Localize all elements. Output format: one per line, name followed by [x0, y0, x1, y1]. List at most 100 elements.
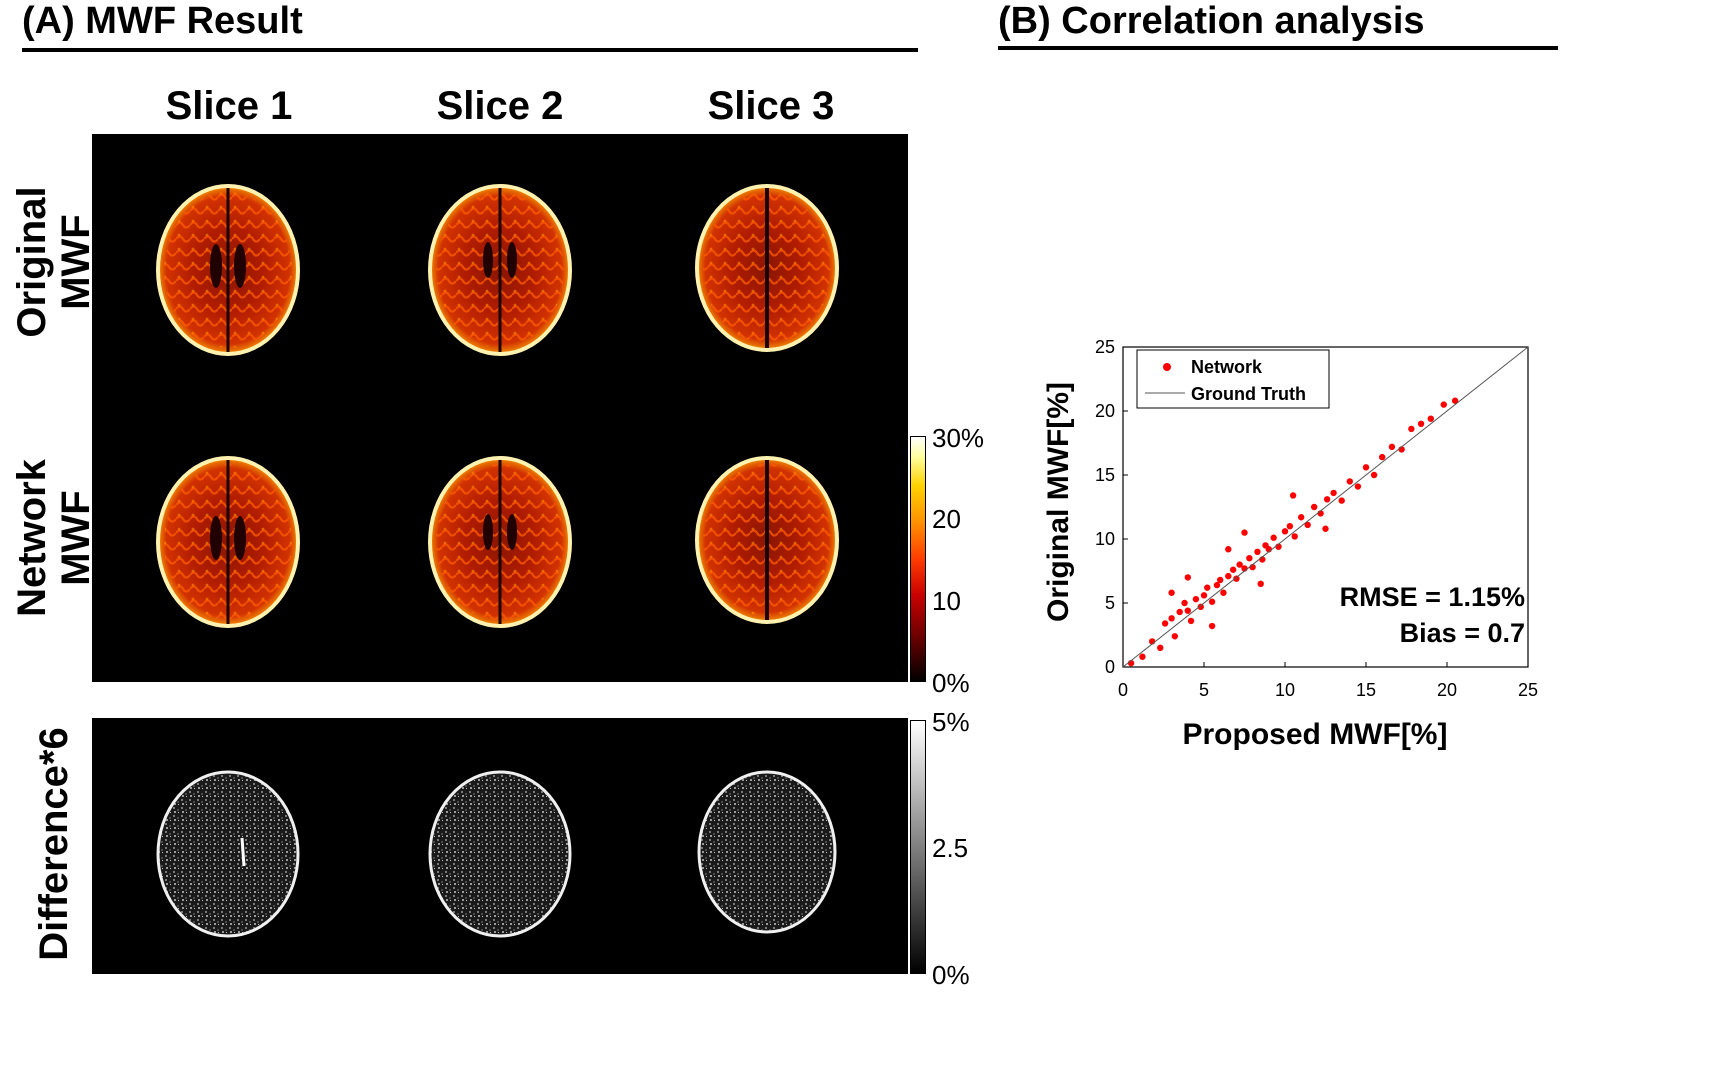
scatter-point	[1289, 492, 1297, 499]
scatter-point	[1354, 483, 1362, 490]
difference-slice-2	[428, 770, 572, 938]
colorbar-mwf-tick-0: 0%	[932, 668, 970, 698]
scatter-point	[1229, 566, 1237, 573]
y-tick-label: 25	[1095, 337, 1115, 357]
scatter-point	[1181, 599, 1188, 607]
scatter-point	[1246, 555, 1253, 562]
scatter-point	[1427, 415, 1434, 422]
colorbar-mwf-tick-10: 10	[932, 586, 961, 616]
scatter-point	[1176, 608, 1183, 616]
scatter-point	[1286, 523, 1294, 530]
scatter-point	[1298, 514, 1305, 521]
scatter-point	[1310, 503, 1318, 511]
scatter-point	[1241, 529, 1248, 536]
colorbar-difference	[910, 720, 926, 974]
legend-ground-truth-label: Ground Truth	[1191, 384, 1306, 404]
scatter-point	[1257, 580, 1264, 587]
annotation-bias: Bias = 0.7	[1400, 618, 1525, 648]
panel-a-title-rule	[22, 48, 918, 52]
scatter-point	[1323, 496, 1331, 503]
legend-network-marker	[1163, 363, 1171, 371]
scatter-point	[1388, 443, 1396, 451]
x-tick-label: 10	[1275, 680, 1295, 700]
difference-slice-3	[697, 770, 837, 934]
scatter-point	[1322, 525, 1329, 532]
scatter-point	[1225, 572, 1232, 580]
brain-network-slice-3	[695, 456, 839, 624]
row-label-difference: Difference*6	[32, 694, 76, 994]
scatter-point	[1184, 607, 1191, 614]
scatter-point	[1281, 528, 1289, 535]
y-axis-label: Original MWF[%]	[1042, 382, 1075, 622]
column-header-slice-2: Slice 2	[436, 84, 564, 128]
panel-b-title-rule	[998, 46, 1558, 50]
x-tick-label: 15	[1356, 680, 1376, 700]
brain-network-slice-1	[156, 456, 300, 628]
scatter-point	[1213, 581, 1221, 589]
brain-original-slice-2	[428, 184, 572, 356]
scatter-point	[1187, 617, 1195, 625]
difference-image-panel	[92, 718, 908, 974]
scatter-point	[1208, 622, 1216, 630]
mwf-image-panel	[92, 134, 908, 682]
colorbar-mwf-tick-30: 30%	[932, 423, 985, 453]
scatter-point	[1208, 598, 1216, 605]
x-tick-label: 5	[1199, 680, 1209, 700]
panel-b-title: (B) Correlation analysis	[998, 0, 1425, 42]
brain-original-slice-1	[156, 184, 300, 356]
scatter-point	[1338, 497, 1345, 504]
scatter-point	[1236, 561, 1243, 568]
scatter-point	[1168, 589, 1175, 596]
scatter-point	[1370, 471, 1378, 479]
y-tick-label: 10	[1095, 529, 1115, 549]
scatter-point	[1225, 546, 1232, 553]
y-tick-label: 20	[1095, 401, 1115, 421]
y-tick-label: 0	[1105, 657, 1115, 677]
brain-network-slice-2	[428, 456, 572, 628]
scatter-point	[1417, 420, 1425, 427]
scatter-point	[1254, 548, 1261, 555]
column-header-slice-1: Slice 1	[165, 84, 293, 128]
annotation-rmse: RMSE = 1.15%	[1340, 582, 1525, 612]
legend-box	[1136, 349, 1330, 409]
scatter-point	[1408, 425, 1415, 433]
scatter-point	[1220, 589, 1227, 596]
row-label-original-mwf: Original MWF	[10, 152, 98, 372]
mwf-brain-images	[156, 184, 839, 628]
scatter-point	[1157, 644, 1164, 651]
scatter-point	[1379, 453, 1386, 461]
scatter-point	[1217, 576, 1224, 584]
scatter-point	[1171, 633, 1179, 640]
brain-original-slice-3	[695, 184, 839, 352]
row-label-difference-line1: Difference*6	[32, 727, 76, 961]
y-tick-label: 15	[1095, 465, 1115, 485]
colorbar-diff-tick-5: 5%	[932, 707, 970, 737]
scatter-point	[1197, 603, 1204, 611]
colorbar-mwf-tick-20: 20	[932, 504, 961, 534]
ground-truth-line	[1122, 346, 1529, 668]
column-header-slice-3: Slice 3	[707, 84, 835, 128]
colorbar-diff-tick-0: 0%	[932, 960, 970, 990]
scatter-point	[1346, 478, 1353, 485]
scatter-point	[1168, 615, 1175, 622]
scatter-point	[1233, 575, 1240, 582]
row-label-original-line1: Original	[10, 186, 54, 338]
x-tick-label: 25	[1518, 680, 1538, 700]
scatter-point	[1200, 592, 1208, 599]
row-label-network-line1: Network	[10, 459, 54, 617]
scatter-point	[1291, 533, 1298, 540]
y-tick-label: 5	[1105, 593, 1115, 613]
scatter-point	[1204, 584, 1211, 591]
scatter-point	[1192, 595, 1200, 603]
scatter-point	[1440, 401, 1447, 408]
colorbar-mwf	[910, 436, 926, 682]
panel-a-title: (A) MWF Result	[22, 0, 303, 42]
x-tick-label: 20	[1437, 680, 1457, 700]
scatter-point	[1330, 489, 1337, 497]
scatter-point	[1184, 574, 1191, 581]
scatter-point	[1139, 653, 1146, 660]
difference-slice-1	[156, 770, 300, 938]
scatter-point	[1161, 620, 1169, 627]
colorbar-diff-tick-2-5: 2.5	[932, 833, 969, 863]
correlation-scatter-plot: 0 5 10 15 20 25 0 5 10 15 20 25 Network Ground Truth…	[1042, 337, 1538, 751]
